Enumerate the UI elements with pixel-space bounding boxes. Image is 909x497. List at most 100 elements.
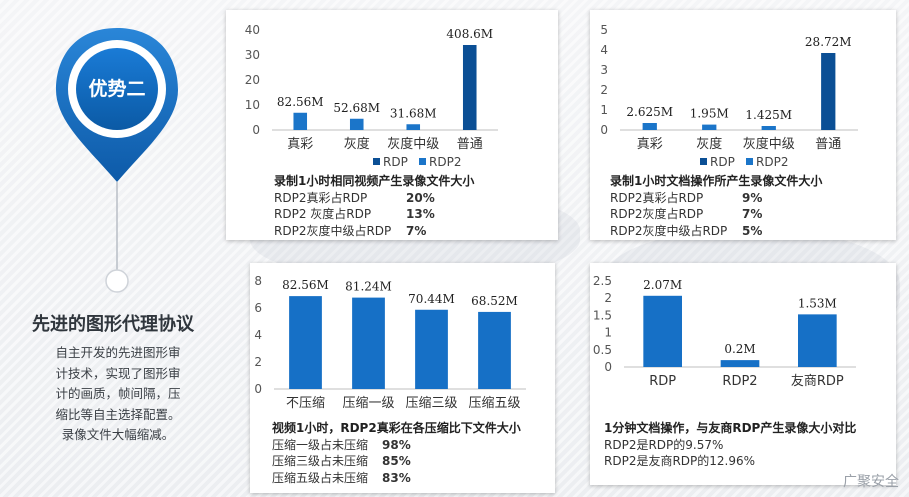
bar [798, 314, 837, 367]
note-label: RDP2灰度占RDP [610, 207, 704, 221]
data-label: 28.72M [805, 35, 852, 49]
bar [462, 45, 477, 130]
chart-panel-compression: 0 2 4 6 8 82.56M 不压缩 81.24M 压缩一级 70.44M 压缩三级 68.52M… [250, 263, 555, 493]
bar [289, 296, 322, 389]
note-value: 83% [382, 470, 411, 485]
bar [643, 295, 682, 367]
description-line: 自主开发的先进图形审 [55, 345, 181, 360]
y-tick-label: 30 [245, 48, 260, 62]
description-line: 计的画质，帧间隔，压 [55, 386, 181, 401]
note-value: 7% [406, 223, 427, 238]
legend-label: RDP [383, 155, 408, 169]
description-line: 录像文件大幅缩减。 [61, 427, 175, 442]
location-pin-icon [56, 28, 178, 293]
description-line: 计技术，实现了图形审 [55, 365, 181, 381]
note-label: 压缩三级占未压缩 [272, 454, 369, 468]
data-label: 68.52M [471, 294, 518, 308]
chart-panel-competitor: 0 0.5 1 1.5 2 2.5 2.07M RDP 0.2M RDP2 1.53M 友商RDP 1… [590, 263, 896, 485]
data-label: 70.44M [408, 292, 455, 306]
note-row: RDP2灰度中级占RDP 5% [610, 223, 894, 240]
bar [352, 297, 385, 389]
bar [293, 112, 308, 130]
y-tick-label: 4 [600, 43, 608, 57]
x-tick-label: 真彩 [287, 137, 313, 152]
note-label: RDP2灰度中级占RDP [274, 223, 392, 238]
data-label: 82.56M [277, 95, 324, 109]
y-tick-label: 0 [254, 382, 262, 396]
note-row: 压缩五级占未压缩 83% [272, 470, 554, 487]
chart-title: 1分钟文档操作，与友商RDP产生录像大小对比 [604, 421, 857, 435]
x-tick-label: 压缩三级 [405, 395, 457, 411]
bar [761, 126, 776, 130]
chart-caption: 视频1小时，RDP2真彩在各压缩比下文件大小 压缩一级占未压缩 98% 压缩三级占… [272, 420, 554, 486]
section-description: 自主开发的先进图形审 计技术，实现了图形审 计的画质，帧间隔，压 缩比等自主选择… [48, 343, 188, 446]
legend-swatch [700, 158, 707, 165]
data-label: 1.95M [690, 107, 729, 121]
chart-title: 录制1小时文档操作所产生录像文件大小 [610, 174, 823, 188]
x-tick-label: 灰度 [696, 136, 722, 152]
note-value: 5% [742, 223, 763, 238]
bar [702, 124, 717, 130]
note-row: RDP2真彩占RDP 20% [274, 190, 554, 207]
description-line: 缩比等自主选择配置。 [55, 406, 181, 422]
x-tick-label: 普通 [815, 137, 841, 152]
x-tick-label: 灰度中级 [743, 136, 795, 152]
data-label: 0.2M [724, 342, 755, 356]
note-row: RDP2真彩占RDP 9% [610, 190, 894, 207]
x-tick-label: RDP2 [722, 374, 757, 389]
note-value: 20% [406, 190, 435, 205]
data-label: 2.07M [643, 278, 682, 292]
x-tick-label: 灰度 [344, 136, 370, 152]
note-value: 13% [406, 207, 435, 221]
x-tick-label: 不压缩 [286, 395, 325, 411]
badge-label: 优势二 [88, 78, 146, 100]
bar [406, 124, 421, 130]
y-tick-label: 3 [600, 63, 608, 77]
x-tick-label: RDP [649, 374, 676, 389]
y-tick-label: 6 [254, 301, 262, 315]
data-label: 1.425M [745, 108, 792, 122]
legend-label: RDP2 [429, 155, 461, 169]
chart-panel-video: 0 10 20 30 40 82.56M 真彩 52.68M 灰度 31.68M 灰度中级 408.6… [226, 10, 558, 240]
bar-chart: 0 0.5 1 1.5 2 2.5 2.07M RDP 0.2M RDP2 1.53M 友商RDP [593, 274, 856, 389]
note-label: RDP2真彩占RDP [274, 190, 368, 205]
note-label: RDP2灰度中级占RDP [610, 223, 728, 238]
data-label: 81.24M [345, 280, 392, 294]
data-label: 1.53M [798, 296, 837, 310]
note-row: RDP2灰度占RDP 7% [610, 206, 894, 223]
x-tick-label: 压缩五级 [468, 395, 520, 411]
bar [478, 311, 511, 389]
note-row: RDP2 灰度占RDP 13% [274, 206, 554, 223]
note-row: 压缩一级占未压缩 98% [272, 437, 554, 454]
note-row: 压缩三级占未压缩 85% [272, 453, 554, 470]
x-tick-label: 真彩 [637, 137, 663, 152]
bar-chart: 0 2 4 6 8 82.56M 不压缩 81.24M 压缩一级 70.44M 压缩三级 68.52M… [254, 274, 526, 411]
note-label: 压缩五级占未压缩 [272, 470, 369, 485]
y-tick-label: 2 [604, 291, 612, 305]
x-tick-label: 灰度中级 [387, 136, 439, 152]
note-row: RDP2是RDP的9.57% [604, 437, 724, 452]
section-title: 先进的图形代理协议 [32, 314, 194, 335]
data-label: 2.625M [626, 105, 673, 119]
y-tick-label: 4 [254, 328, 262, 342]
y-tick-label: 8 [254, 274, 262, 288]
data-label: 31.68M [390, 106, 437, 120]
note-label: RDP2真彩占RDP [610, 190, 704, 205]
data-label: 408.6M [446, 27, 493, 41]
legend-swatch [419, 158, 426, 165]
note-row: RDP2灰度中级占RDP 7% [274, 223, 554, 240]
bar-chart: 0 1 2 3 4 5 2.625M 真彩 1.95M 灰度 1.425M 灰度中级 28.72M 普通 R… [600, 23, 858, 169]
note-value: 9% [742, 190, 763, 205]
y-tick-label: 0 [252, 123, 260, 137]
y-tick-label: 1.5 [593, 308, 612, 322]
note-value: 98% [382, 437, 411, 452]
y-tick-label: 40 [245, 23, 260, 37]
note-label: 压缩一级占未压缩 [272, 437, 369, 452]
data-label: 52.68M [333, 101, 380, 115]
legend-swatch [746, 158, 753, 165]
y-tick-label: 0 [600, 123, 608, 137]
y-tick-label: 0 [604, 360, 612, 374]
chart-caption: 录制1小时相同视频产生录像文件大小 RDP2真彩占RDP 20% RDP2 灰度占… [274, 173, 554, 239]
x-tick-label: 普通 [457, 137, 483, 152]
y-tick-label: 5 [600, 23, 608, 37]
